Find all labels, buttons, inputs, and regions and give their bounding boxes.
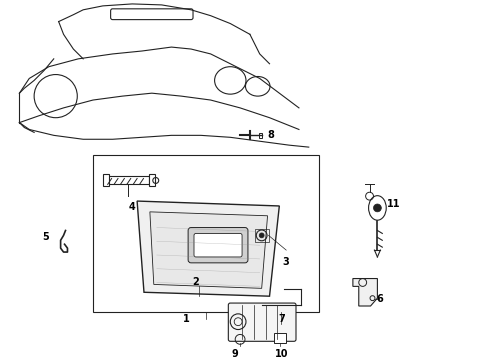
Text: 5: 5 [43, 232, 49, 242]
FancyBboxPatch shape [228, 303, 296, 341]
FancyBboxPatch shape [194, 233, 242, 257]
Text: 6: 6 [376, 294, 383, 304]
Text: 3: 3 [283, 257, 290, 267]
Text: 2: 2 [193, 278, 199, 288]
Bar [103, 174, 109, 186]
Circle shape [373, 204, 381, 212]
FancyBboxPatch shape [188, 228, 248, 263]
Text: 9: 9 [232, 349, 239, 359]
Ellipse shape [368, 196, 386, 220]
Polygon shape [150, 212, 268, 288]
Bar [255, 229, 269, 242]
Polygon shape [137, 201, 279, 296]
Text: 4: 4 [129, 202, 136, 212]
Bar [274, 333, 286, 343]
Circle shape [259, 233, 264, 238]
Text: 10: 10 [274, 349, 288, 359]
Bar [108, 176, 149, 184]
Bar [93, 155, 318, 312]
Text: 7: 7 [278, 314, 285, 324]
Polygon shape [353, 279, 377, 306]
Text: 1: 1 [183, 314, 190, 324]
Text: 8: 8 [268, 130, 274, 140]
Bar [259, 133, 262, 138]
FancyBboxPatch shape [111, 9, 193, 19]
Bar [149, 174, 155, 186]
Text: 11: 11 [387, 199, 401, 209]
